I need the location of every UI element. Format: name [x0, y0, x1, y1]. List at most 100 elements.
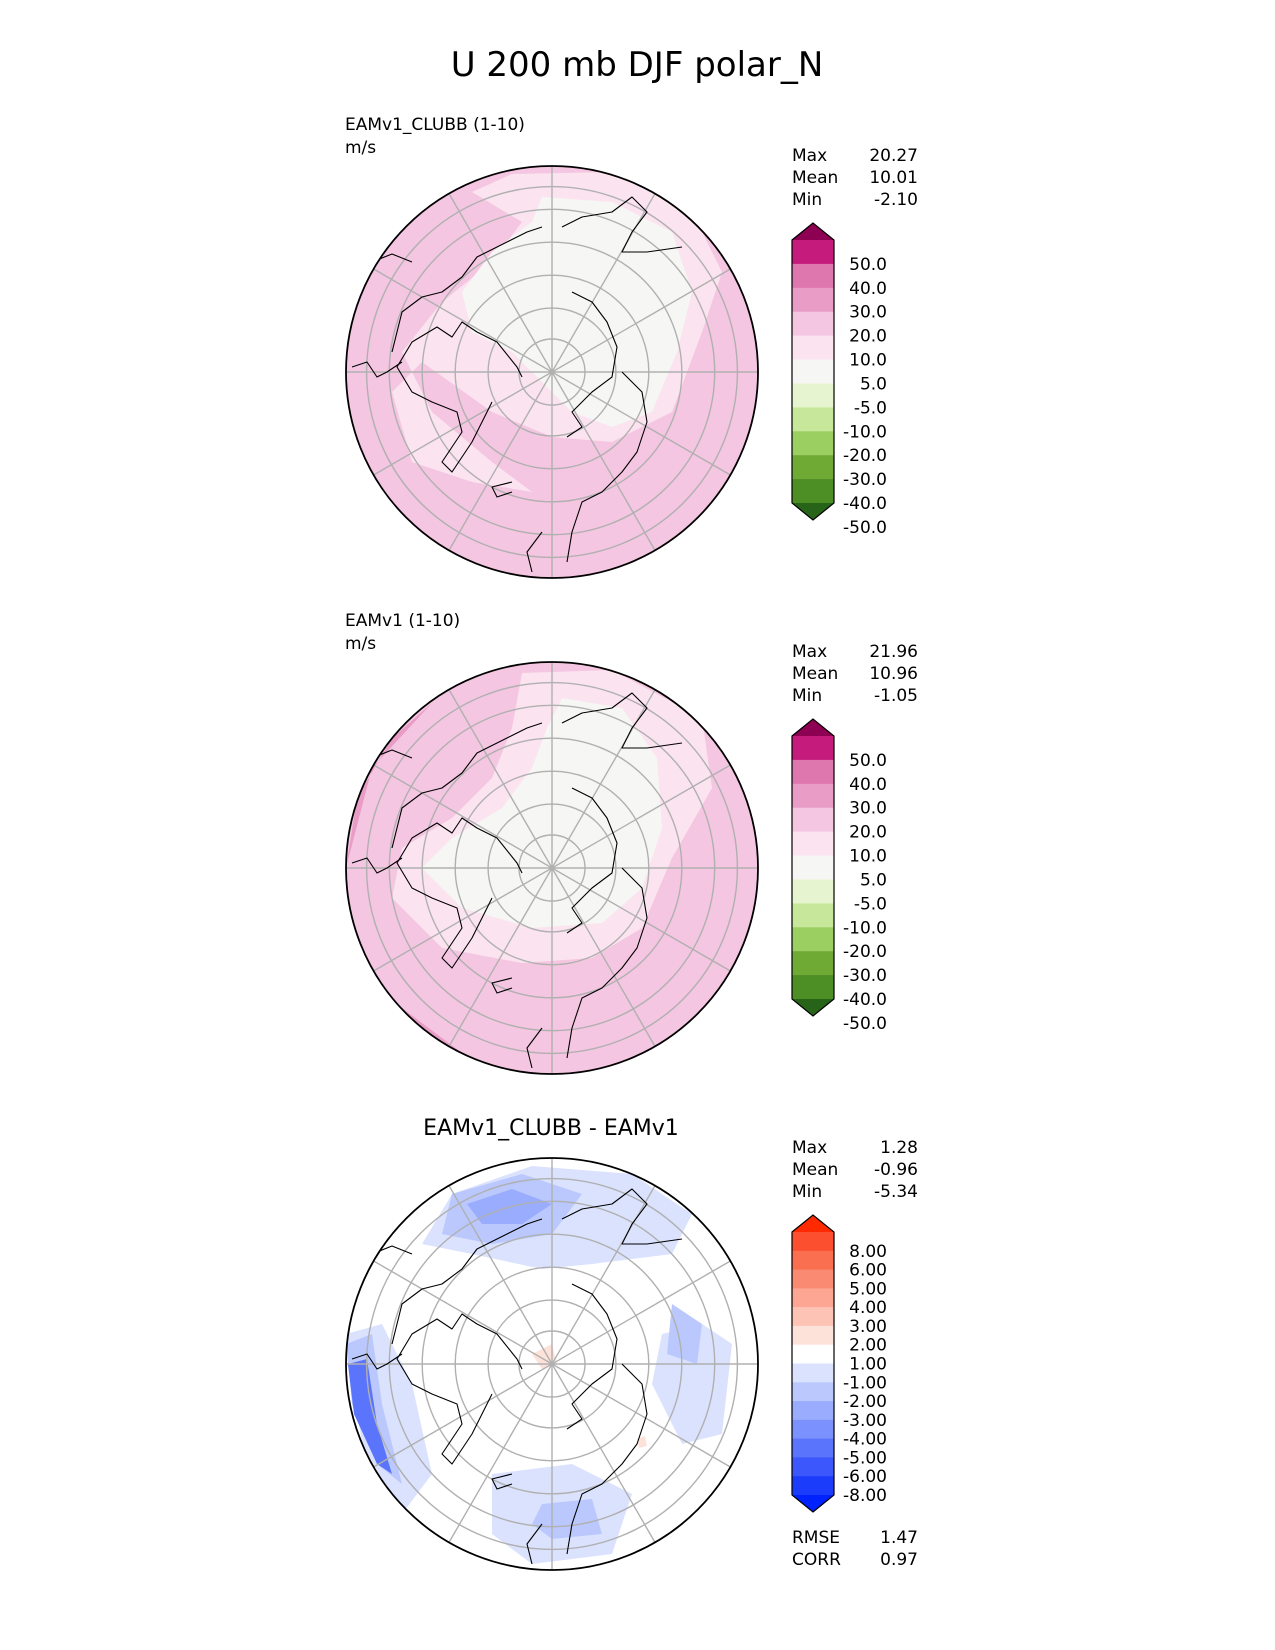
colorbar-cell [792, 759, 834, 785]
colorbar: 8.006.005.004.003.002.001.00-1.00-2.00-3… [791, 1214, 887, 1513]
colorbar-tick-label: 50.0 [849, 255, 887, 275]
colorbar-outline [791, 222, 835, 521]
colorbar-tick-label: 30.0 [849, 303, 887, 323]
colorbar-cell [792, 1438, 834, 1458]
rmse-value: 1.47 [880, 1528, 918, 1548]
colorbar-cell [792, 1419, 834, 1440]
colorbar-tick-label: -6.00 [843, 1467, 887, 1487]
colorbar-cell [792, 479, 834, 504]
graticule [346, 662, 758, 1074]
stat-mean-label: Mean [792, 168, 838, 188]
colorbar-tick-label: -10.0 [843, 422, 887, 442]
meridian-line [448, 689, 656, 1047]
coastline [526, 531, 543, 573]
rmse-label: RMSE [792, 1528, 840, 1548]
colorbar-tick-label: 1.00 [849, 1355, 887, 1375]
colorbar-cell [792, 1307, 834, 1327]
meridian-line [448, 1185, 656, 1543]
coastline [526, 1027, 543, 1069]
colorbar-cell [792, 1325, 834, 1346]
colorbar-tick-label: 8.00 [849, 1242, 887, 1262]
coastline [491, 1473, 513, 1490]
panel-difference: EAMv1_CLUBB - EAMv1 Max 1.28 Mean -0.96 … [345, 1116, 918, 1571]
colorbar-cell [792, 783, 834, 809]
latitude-circle [388, 208, 716, 536]
colorbar-cell [792, 1288, 834, 1308]
colorbar-tick-label: 10.0 [849, 351, 887, 371]
map-border [345, 1157, 759, 1571]
coastline [351, 1353, 403, 1370]
colorbar-cell [792, 736, 834, 761]
colorbar-cap-bottom [792, 503, 834, 520]
colorbar-cell [792, 855, 834, 880]
colorbar-tick-label: -40.0 [843, 494, 887, 514]
latitude-circle [365, 1177, 739, 1551]
panel-units: m/s [345, 138, 376, 158]
latitude-circle [365, 681, 739, 1055]
stat-min-value: -1.05 [874, 686, 918, 706]
colorbar-cell [792, 975, 834, 1000]
colorbar-cap-top [792, 719, 834, 736]
latitude-circle [421, 1233, 683, 1495]
colorbar-tick-label: -4.00 [843, 1430, 887, 1450]
colorbar-tick-label: 40.0 [849, 279, 887, 299]
colorbar-cell [792, 1363, 834, 1383]
colorbar: 50.0 40.0 30.0 20.0 10.0 5.0 -5.0 -10.0 -20.0 -30… [791, 222, 887, 538]
corr-label: CORR [792, 1550, 841, 1570]
latitude-circle [487, 1299, 617, 1429]
coastline [526, 1523, 543, 1565]
colorbar-cell [792, 263, 834, 289]
coastline [566, 291, 618, 438]
colorbar-cell [792, 455, 834, 480]
colorbar-cell [792, 807, 834, 832]
stat-min-value: -2.10 [874, 190, 918, 210]
colorbar-tick-label: 4.00 [849, 1298, 887, 1318]
latitude-circle [454, 1266, 650, 1462]
colorbar-cap-bottom [792, 1495, 834, 1512]
colorbar-tick-label: -1.00 [843, 1373, 887, 1393]
colorbar-cell [792, 951, 834, 976]
colorbar-tick-label: 5.0 [860, 871, 887, 891]
panel-units: m/s [345, 634, 376, 654]
latitude-circle [487, 803, 617, 933]
colorbar-outline [791, 718, 835, 1017]
coastline [391, 226, 543, 353]
colorbar-tick-label: -20.0 [843, 942, 887, 962]
stat-mean-value: 10.01 [869, 168, 918, 188]
coastline [561, 1188, 683, 1245]
colorbar-cell [792, 311, 834, 336]
latitude-circle [487, 307, 617, 437]
colorbar-tick-label: -5.0 [854, 894, 887, 914]
coastline [396, 321, 523, 473]
colorbar-tick-label: -50.0 [843, 518, 887, 538]
positive-zone [637, 1436, 647, 1448]
stat-min-label: Min [792, 686, 822, 706]
latitude-circle [454, 274, 650, 470]
colorbar-cell [792, 240, 834, 265]
colorbar-tick-label: 20.0 [849, 823, 887, 843]
negative-zone [532, 1499, 602, 1539]
graticule [346, 1158, 758, 1570]
colorbar-cell [792, 831, 834, 856]
colorbar-tick-label: -5.00 [843, 1448, 887, 1468]
coastline [391, 1218, 543, 1345]
colorbar-tick-label: 3.00 [849, 1317, 887, 1337]
panel-title: EAMv1_CLUBB (1-10) [345, 115, 525, 135]
coastline [561, 196, 683, 253]
colorbar-cell [792, 903, 834, 928]
stat-min-label: Min [792, 190, 822, 210]
colorbar-cell [792, 407, 834, 432]
colorbar-tick-label: -5.0 [854, 398, 887, 418]
colorbar-cell [792, 1232, 834, 1252]
colorbar-tick-label: -30.0 [843, 966, 887, 986]
colorbar-cell [792, 1476, 834, 1496]
stat-max-label: Max [792, 146, 827, 166]
colorbar-outline [791, 1214, 835, 1513]
coastline [391, 722, 543, 849]
panel-eamv1: EAMv1 (1-10) m/s Max 21.96 Mean 10.96 Mi… [345, 611, 918, 1075]
stat-mean-value: -0.96 [874, 1160, 918, 1180]
figure-title: U 200 mb DJF polar_N [451, 45, 824, 85]
coastline [491, 481, 513, 498]
panel-title: EAMv1 (1-10) [345, 611, 460, 631]
